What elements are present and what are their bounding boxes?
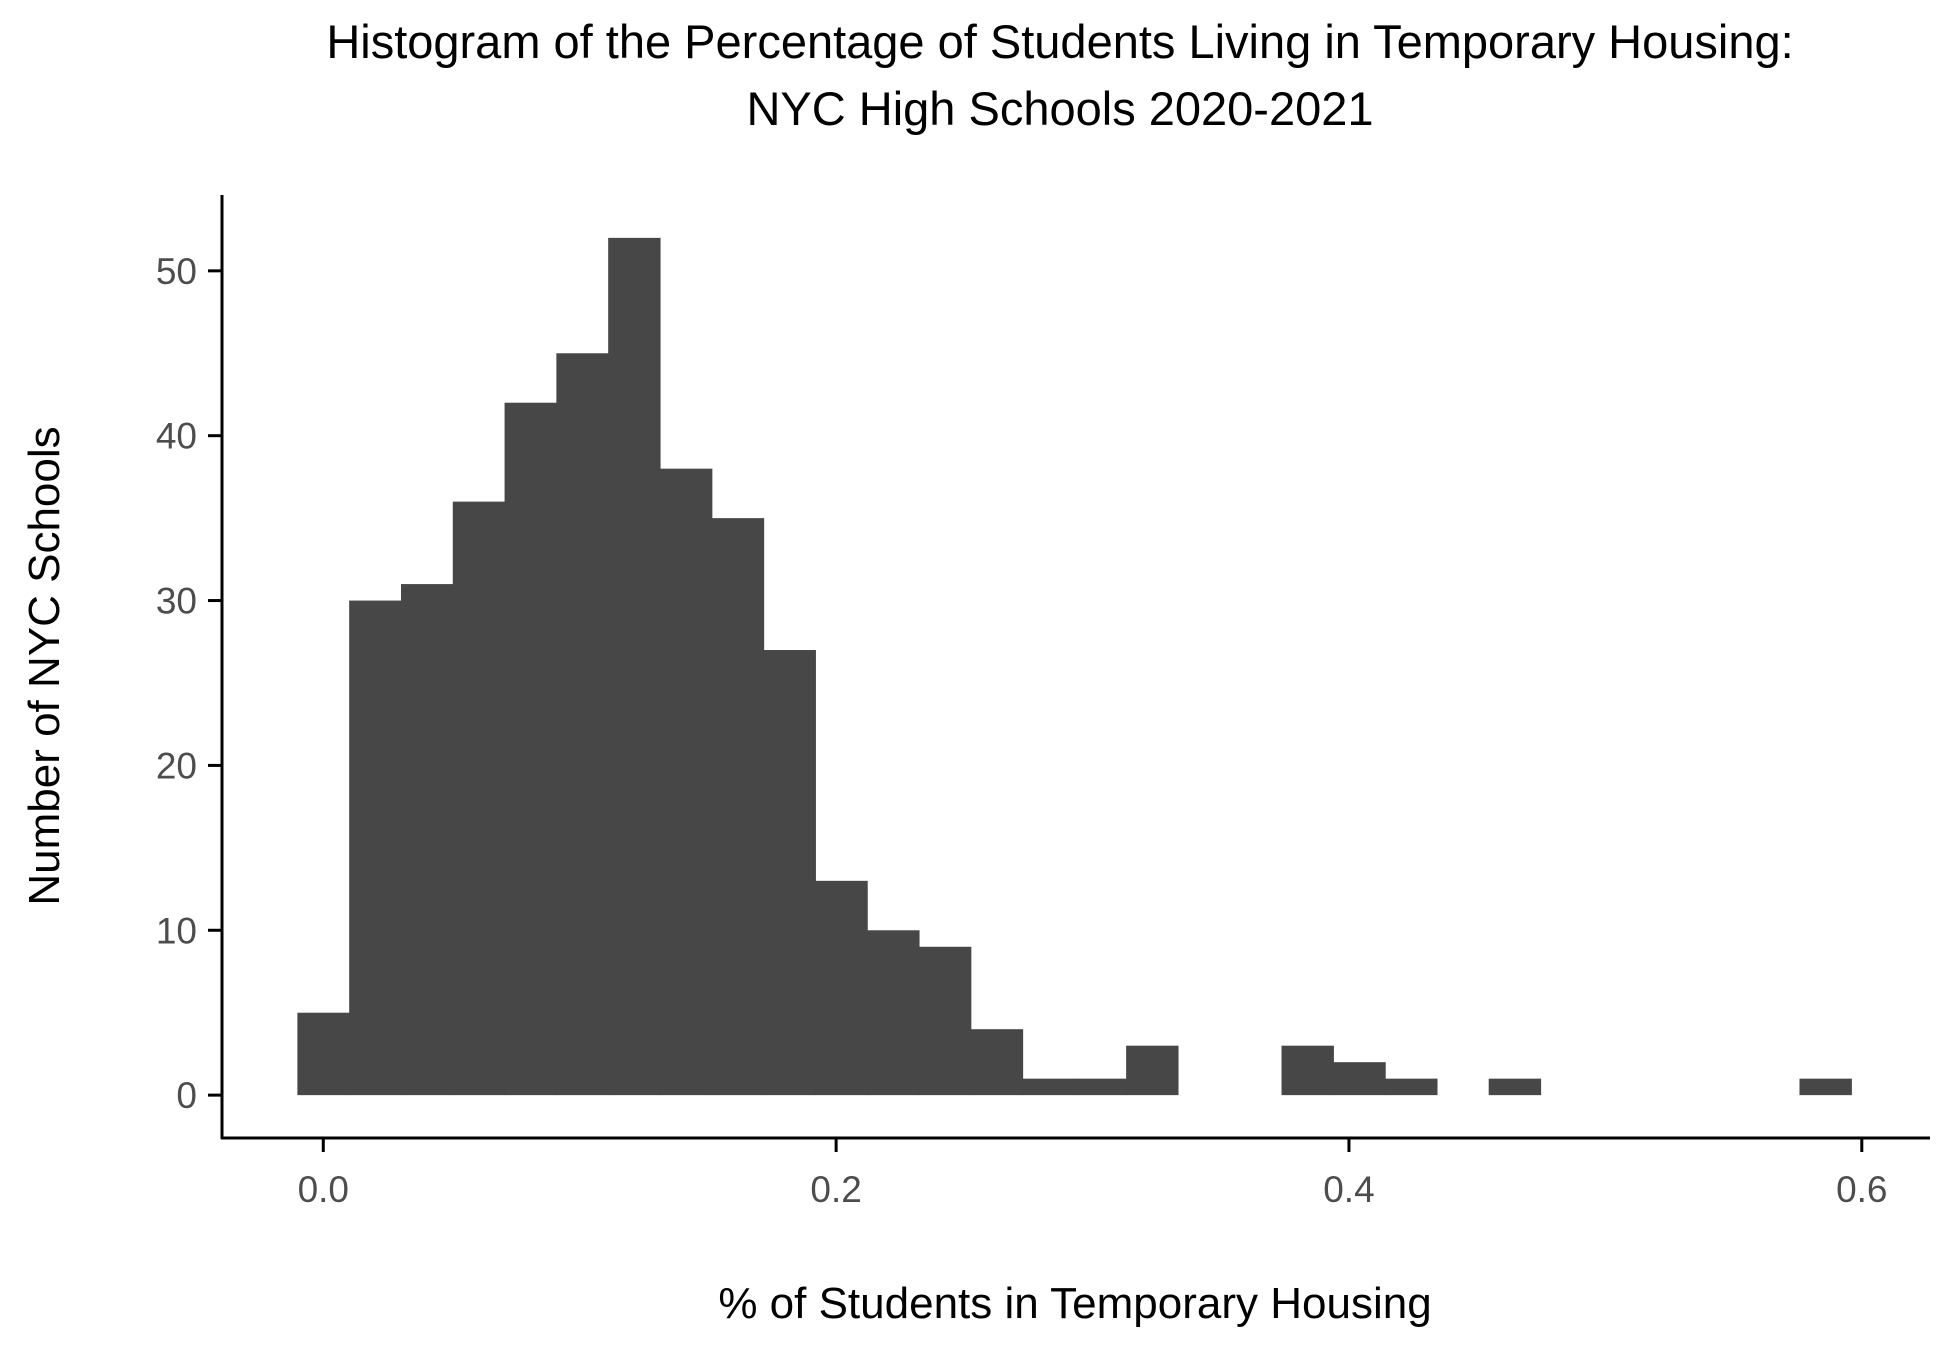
chart-subtitle: NYC High Schools 2020-2021	[746, 82, 1373, 135]
x-axis-ticks: 0.0 0.2 0.4 0.6	[298, 1138, 1888, 1210]
histogram-bar	[918, 946, 972, 1096]
x-axis-title: % of Students in Temporary Housing	[718, 1279, 1431, 1328]
histogram-bar	[763, 650, 816, 1096]
histogram-bar	[608, 237, 661, 1096]
y-tick-label: 10	[156, 910, 197, 951]
histogram-bar	[1281, 1045, 1334, 1096]
histogram-bars	[297, 237, 1852, 1096]
histogram-bar	[452, 501, 506, 1096]
histogram-bar	[867, 930, 920, 1096]
histogram-bar	[1488, 1078, 1542, 1096]
histogram-bar	[556, 353, 609, 1096]
y-tick-label: 40	[156, 416, 197, 457]
x-tick-label: 0.4	[1323, 1169, 1374, 1210]
histogram-bar	[349, 600, 402, 1096]
histogram-bar	[659, 468, 713, 1096]
histogram-bar	[1022, 1078, 1075, 1096]
histogram-bar	[1333, 1062, 1386, 1096]
y-tick-label: 20	[156, 745, 197, 786]
y-axis-title: Number of NYC Schools	[20, 426, 69, 905]
histogram-bar	[297, 1012, 350, 1096]
histogram-bar	[1799, 1078, 1852, 1096]
x-tick-label: 0.0	[298, 1169, 349, 1210]
histogram-bar	[711, 518, 765, 1096]
y-tick-label: 50	[156, 251, 197, 292]
histogram-bar	[504, 402, 557, 1096]
histogram-bar	[970, 1029, 1024, 1096]
chart-title: Histogram of the Percentage of Students …	[326, 15, 1793, 68]
y-tick-label: 30	[156, 581, 197, 622]
histogram-bar	[1074, 1078, 1127, 1096]
y-axis-ticks: 0 10 20 30 40 50	[156, 251, 222, 1116]
histogram-bar	[1385, 1078, 1438, 1096]
histogram-bar	[1126, 1045, 1179, 1096]
histogram-bar	[815, 880, 868, 1096]
y-tick-label: 0	[176, 1075, 197, 1116]
x-tick-label: 0.6	[1836, 1169, 1887, 1210]
histogram-bar	[400, 584, 454, 1096]
x-tick-label: 0.2	[810, 1169, 861, 1210]
